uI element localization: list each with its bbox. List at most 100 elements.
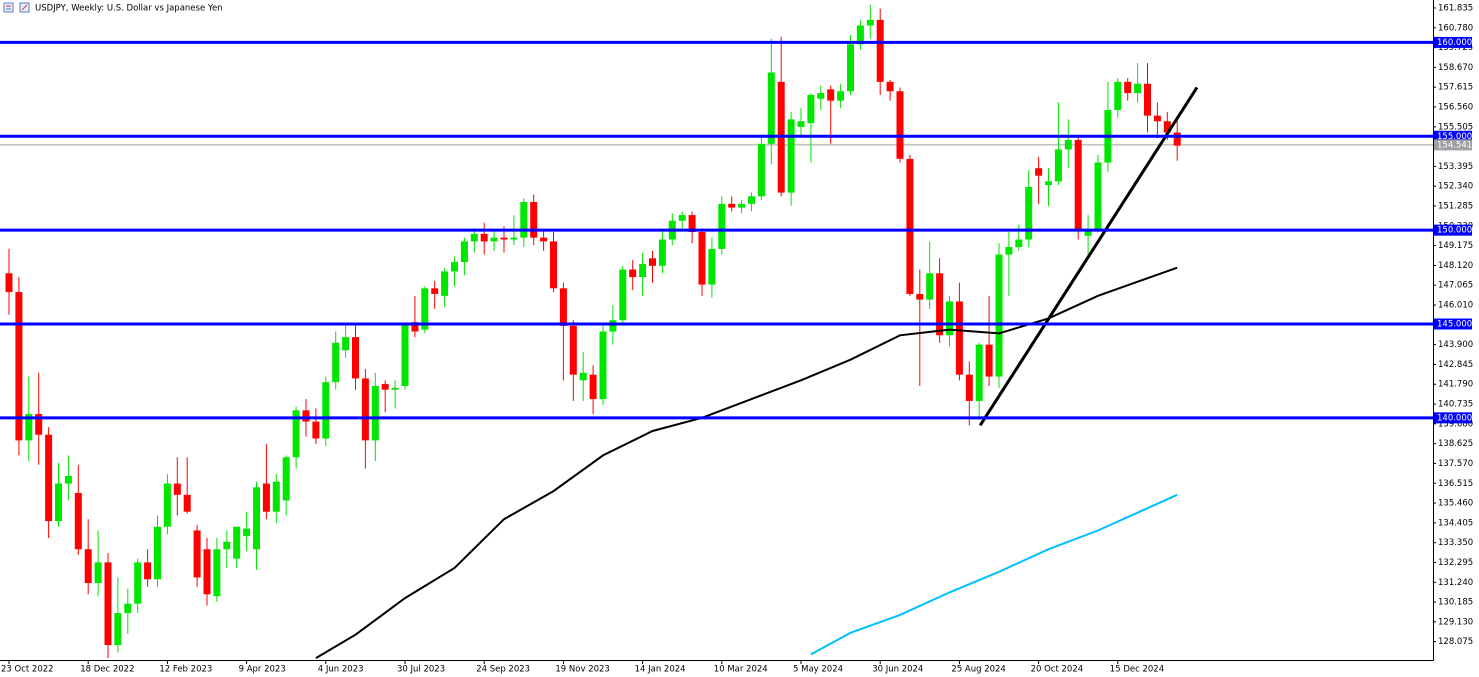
candle-body <box>955 301 963 375</box>
y-tick-label: 152.340 <box>1438 182 1473 192</box>
candle-body <box>906 158 914 294</box>
candle-body <box>1173 132 1181 146</box>
y-tick-label: 153.395 <box>1438 162 1473 172</box>
current-price-label: 154.541 <box>1437 140 1472 150</box>
x-tick-label: 14 Jan 2024 <box>635 665 686 675</box>
candle-body <box>193 530 201 578</box>
title-icons <box>3 2 30 13</box>
candle-body <box>698 232 706 285</box>
candle-body <box>233 526 241 559</box>
moving-average <box>315 266 1178 659</box>
candle-body <box>1025 186 1033 240</box>
candle-body <box>352 337 359 379</box>
candle-body <box>451 262 458 272</box>
candle-body <box>342 337 350 351</box>
candle-body <box>856 25 864 45</box>
y-tick-label: 136.515 <box>1438 479 1473 489</box>
candle-body <box>1153 115 1161 122</box>
x-tick-label: 25 Aug 2024 <box>951 665 1005 675</box>
candle-body <box>1074 140 1082 231</box>
y-tick-label: 149.175 <box>1438 241 1473 251</box>
candle-body <box>649 258 656 266</box>
level-label-box <box>1434 130 1472 142</box>
candle-body <box>569 325 577 375</box>
candle-body <box>658 239 666 266</box>
candle-body <box>609 320 617 332</box>
candle-body <box>203 549 211 595</box>
candle-body <box>946 301 953 336</box>
y-tick-label: 140.735 <box>1438 400 1473 410</box>
plot-area <box>0 4 1433 659</box>
candle-body <box>1144 83 1151 116</box>
level-label-box <box>1434 224 1472 236</box>
y-tick-label: 134.405 <box>1438 518 1473 528</box>
candle-body <box>1084 230 1092 236</box>
candle-body <box>718 203 726 249</box>
candle-body <box>599 331 607 400</box>
x-tick-label: 4 Jun 2023 <box>318 665 364 675</box>
level-label: 150.000 <box>1437 226 1472 236</box>
candle-body <box>757 143 765 197</box>
candle-body <box>1124 81 1132 94</box>
candle-body <box>292 410 300 458</box>
level-label-box <box>1434 36 1472 48</box>
candle-body <box>391 387 399 390</box>
candle-body <box>886 81 894 92</box>
y-tick-label: 151.285 <box>1438 202 1473 212</box>
level-label-box <box>1434 412 1472 424</box>
candle-body <box>985 344 993 377</box>
candle-body <box>1054 149 1062 182</box>
candle-body <box>708 248 716 285</box>
y-tick-label: 148.120 <box>1438 261 1473 271</box>
candle-body <box>876 19 884 82</box>
candle-body <box>5 273 13 293</box>
candle-body <box>272 481 280 512</box>
candle-body <box>302 410 310 422</box>
y-tick-label: 132.295 <box>1438 558 1473 568</box>
current-price-box <box>1434 139 1472 151</box>
candle-body <box>579 372 587 381</box>
candle-body <box>926 273 934 300</box>
candle-body <box>25 414 33 441</box>
candle-body <box>55 483 62 522</box>
candle-body <box>678 215 686 221</box>
candle-body <box>421 288 429 330</box>
candle-body <box>738 203 746 208</box>
candle-body <box>817 93 825 99</box>
candle-body <box>441 271 449 296</box>
y-tick-label: 143.900 <box>1438 340 1473 350</box>
y-tick-label: 147.065 <box>1438 281 1473 291</box>
y-tick-label: 139.680 <box>1438 419 1473 429</box>
candle-body <box>45 434 53 522</box>
candle-body <box>361 378 369 441</box>
candle-body <box>540 237 548 242</box>
x-tick-label: 30 Jun 2024 <box>872 665 923 675</box>
level-label: 145.000 <box>1437 319 1472 329</box>
candle-body <box>322 382 330 439</box>
candle-body <box>282 457 290 501</box>
candle-body <box>767 72 775 144</box>
candle-body <box>787 119 795 193</box>
candle-body <box>134 562 142 604</box>
candle-body <box>1114 81 1122 110</box>
y-tick-label: 158.670 <box>1438 63 1473 73</box>
candle-body <box>124 603 132 614</box>
candle-body <box>1045 181 1052 186</box>
candle-body <box>936 273 944 336</box>
candle-body <box>1094 162 1102 231</box>
candle-body <box>411 322 419 332</box>
candle-body <box>94 562 102 584</box>
y-tick-label: 157.615 <box>1438 83 1473 93</box>
candle-body <box>510 237 518 240</box>
y-tick-label: 138.625 <box>1438 439 1473 449</box>
candle-body <box>163 483 171 527</box>
candle-body <box>154 526 161 580</box>
candle-body <box>144 562 152 580</box>
level-label-box <box>1434 318 1472 330</box>
candle-body <box>629 269 637 278</box>
candle-body <box>975 344 983 401</box>
candle-body <box>173 483 181 495</box>
candle-body <box>431 288 439 294</box>
